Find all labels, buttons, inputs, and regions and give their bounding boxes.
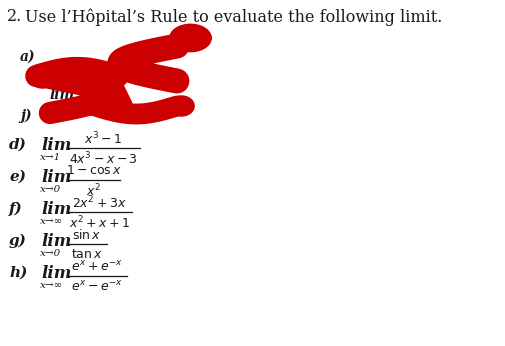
Text: $4x^3-x-3$: $4x^3-x-3$ xyxy=(69,151,137,167)
Text: g): g) xyxy=(9,234,27,248)
Text: lim: lim xyxy=(50,68,75,82)
Text: $2x^2+3x$: $2x^2+3x$ xyxy=(72,195,127,211)
Text: 2.: 2. xyxy=(7,8,22,25)
Text: $\overline{5x}$: $\overline{5x}$ xyxy=(107,70,123,85)
Text: $1-\cos x$: $1-\cos x$ xyxy=(65,164,121,177)
Polygon shape xyxy=(28,64,57,88)
Text: lim: lim xyxy=(41,200,72,218)
Text: $e^x-e^{-x}$: $e^x-e^{-x}$ xyxy=(71,280,123,294)
Text: Use l’Hôpital’s Rule to evaluate the following limit.: Use l’Hôpital’s Rule to evaluate the fol… xyxy=(25,8,442,26)
Text: d): d) xyxy=(9,138,27,152)
Text: $x^3-1$: $x^3-1$ xyxy=(84,131,122,147)
Text: x→0: x→0 xyxy=(40,248,61,257)
Polygon shape xyxy=(169,96,194,116)
Text: lim: lim xyxy=(41,169,72,185)
Text: $\sin x$: $\sin x$ xyxy=(72,228,102,242)
Text: $5x^{2}-$: $5x^{2}-$ xyxy=(98,92,131,109)
Text: j): j) xyxy=(20,109,31,124)
Text: x→0: x→0 xyxy=(40,184,61,193)
Text: e): e) xyxy=(9,170,26,184)
Text: lim: lim xyxy=(41,137,72,154)
Text: $x^2$: $x^2$ xyxy=(86,183,100,199)
Text: $e^x+e^{-x}$: $e^x+e^{-x}$ xyxy=(71,260,123,274)
Text: $x^2+x+1$: $x^2+x+1$ xyxy=(69,215,130,231)
Text: x→1: x→1 xyxy=(40,153,61,162)
Text: x→∞: x→∞ xyxy=(50,114,73,123)
Text: lim: lim xyxy=(41,264,72,282)
Polygon shape xyxy=(170,25,210,51)
Text: h): h) xyxy=(9,266,27,280)
Text: lim: lim xyxy=(50,88,75,102)
Text: f): f) xyxy=(9,202,23,216)
Text: a): a) xyxy=(20,50,35,64)
Text: $\tan x$: $\tan x$ xyxy=(71,248,103,262)
Text: x→∞: x→∞ xyxy=(40,217,63,226)
Text: x→∞: x→∞ xyxy=(40,281,63,290)
Text: lim: lim xyxy=(41,233,72,249)
